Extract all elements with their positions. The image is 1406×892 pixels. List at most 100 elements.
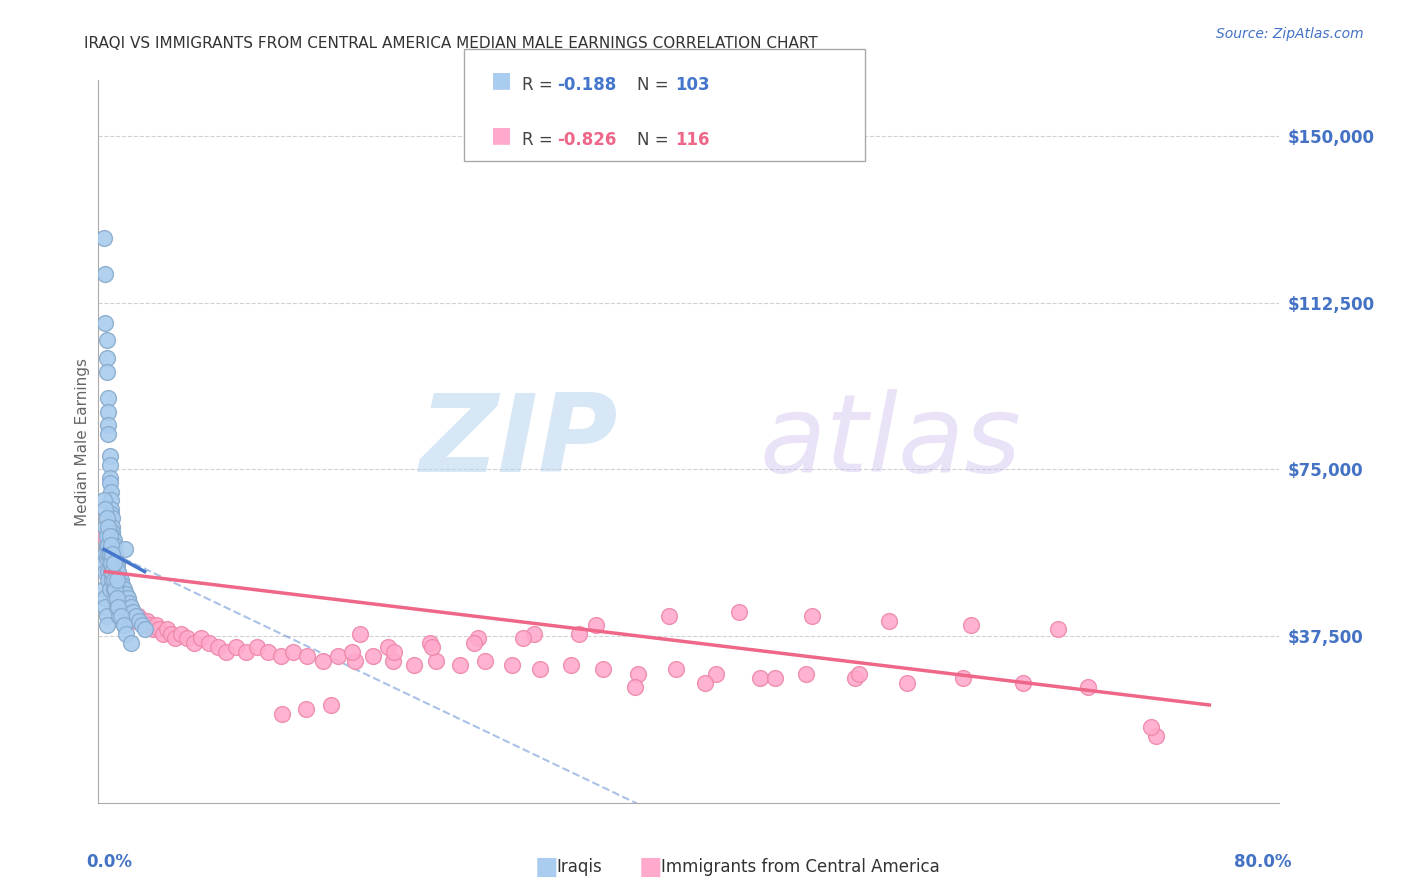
Point — [94, 547, 117, 561]
Point — [142, 623, 165, 637]
Point — [160, 627, 183, 641]
Point — [98, 542, 121, 557]
Point — [665, 662, 688, 676]
Point — [848, 666, 870, 681]
Point — [96, 351, 118, 366]
Point — [114, 596, 136, 610]
Point — [148, 623, 170, 637]
Point — [97, 565, 120, 579]
Point — [139, 618, 162, 632]
Point — [118, 596, 141, 610]
Point — [501, 657, 523, 672]
Text: N =: N = — [637, 76, 673, 94]
Point — [420, 640, 443, 655]
Point — [381, 653, 404, 667]
Point — [93, 231, 115, 245]
Point — [97, 417, 120, 432]
Point — [190, 632, 212, 646]
Point — [100, 556, 122, 570]
Point — [311, 653, 333, 667]
Point — [110, 582, 132, 597]
Point — [101, 582, 124, 597]
Point — [127, 609, 149, 624]
Point — [104, 556, 127, 570]
Point — [271, 706, 294, 721]
Point — [107, 565, 129, 579]
Point — [94, 316, 117, 330]
Point — [419, 636, 441, 650]
Point — [110, 600, 132, 615]
Point — [98, 449, 121, 463]
Point — [748, 671, 770, 685]
Point — [97, 391, 120, 405]
Point — [658, 609, 681, 624]
Point — [98, 475, 121, 490]
Point — [118, 609, 141, 624]
Point — [105, 600, 128, 615]
Point — [207, 640, 229, 655]
Point — [103, 587, 125, 601]
Point — [97, 551, 120, 566]
Point — [377, 640, 399, 655]
Point — [100, 484, 122, 499]
Point — [100, 578, 122, 592]
Point — [131, 614, 153, 628]
Point — [152, 627, 174, 641]
Point — [225, 640, 247, 655]
Text: -0.826: -0.826 — [557, 131, 616, 149]
Point — [1139, 720, 1161, 734]
Point — [111, 596, 134, 610]
Point — [103, 582, 125, 597]
Point — [105, 556, 128, 570]
Point — [560, 657, 582, 672]
Point — [94, 502, 117, 516]
Point — [100, 538, 122, 552]
Point — [104, 582, 127, 597]
Point — [270, 649, 292, 664]
Point — [94, 565, 117, 579]
Point — [108, 578, 131, 592]
Point — [145, 618, 167, 632]
Text: IRAQI VS IMMIGRANTS FROM CENTRAL AMERICA MEDIAN MALE EARNINGS CORRELATION CHART: IRAQI VS IMMIGRANTS FROM CENTRAL AMERICA… — [84, 36, 818, 51]
Point — [425, 653, 447, 667]
Point — [112, 618, 135, 632]
Text: 80.0%: 80.0% — [1234, 854, 1291, 871]
Text: -0.188: -0.188 — [557, 76, 616, 94]
Point — [693, 675, 716, 690]
Point — [104, 547, 127, 561]
Point — [98, 574, 121, 588]
Point — [100, 502, 122, 516]
Point — [101, 538, 124, 552]
Point — [523, 627, 546, 641]
Point — [100, 560, 122, 574]
Point — [104, 591, 127, 606]
Text: ZIP: ZIP — [420, 389, 619, 494]
Point — [467, 632, 489, 646]
Point — [800, 609, 823, 624]
Point — [114, 542, 136, 557]
Point — [101, 574, 124, 588]
Point — [1144, 729, 1167, 743]
Point — [104, 551, 127, 566]
Point — [94, 520, 117, 534]
Text: 103: 103 — [675, 76, 710, 94]
Point — [110, 574, 132, 588]
Point — [128, 614, 150, 628]
Point — [246, 640, 269, 655]
Point — [134, 623, 156, 637]
Point — [96, 529, 118, 543]
Point — [97, 404, 120, 418]
Point — [107, 600, 129, 615]
Point — [101, 565, 124, 579]
Point — [122, 605, 145, 619]
Point — [117, 591, 139, 606]
Point — [98, 471, 121, 485]
Point — [94, 591, 117, 606]
Point — [93, 556, 115, 570]
Point — [131, 618, 153, 632]
Point — [98, 458, 121, 472]
Point — [107, 582, 129, 597]
Point — [98, 556, 121, 570]
Point — [103, 574, 125, 588]
Point — [100, 507, 122, 521]
